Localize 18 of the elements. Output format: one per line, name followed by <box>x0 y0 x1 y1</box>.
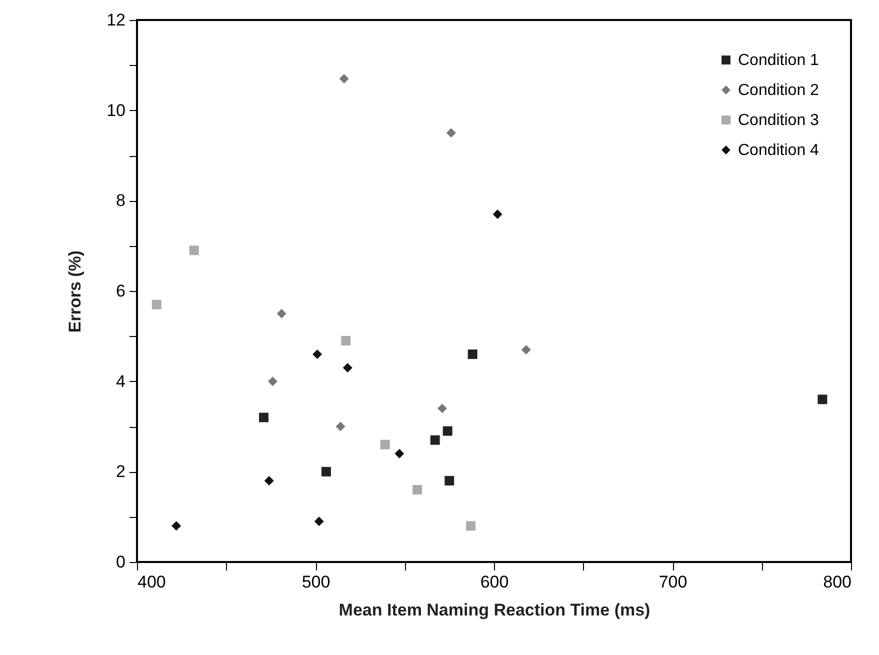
y-tick-label: 8 <box>116 191 126 210</box>
legend-label: Condition 4 <box>738 142 820 159</box>
legend-label: Condition 1 <box>738 52 820 69</box>
y-axis-title: Errors (%) <box>66 250 85 333</box>
y-tick-label: 6 <box>116 282 126 300</box>
legend-label: Condition 3 <box>738 112 820 129</box>
x-axis-title: Mean Item Naming Reaction Time (ms) <box>338 600 650 620</box>
legend-label: Condition 2 <box>738 82 820 99</box>
x-tick-label: 500 <box>302 572 330 592</box>
x-tick-label: 400 <box>138 572 166 592</box>
y-tick-label: 4 <box>116 372 126 391</box>
x-tick-label: 600 <box>480 572 509 592</box>
y-tick-label: 0 <box>116 552 126 572</box>
y-tick-label: 2 <box>116 462 126 482</box>
x-tick-label: 700 <box>658 572 688 592</box>
y-tick-label: 12 <box>106 10 126 30</box>
y-tick-label: 10 <box>106 100 126 120</box>
x-tick-label: 800 <box>823 572 852 592</box>
